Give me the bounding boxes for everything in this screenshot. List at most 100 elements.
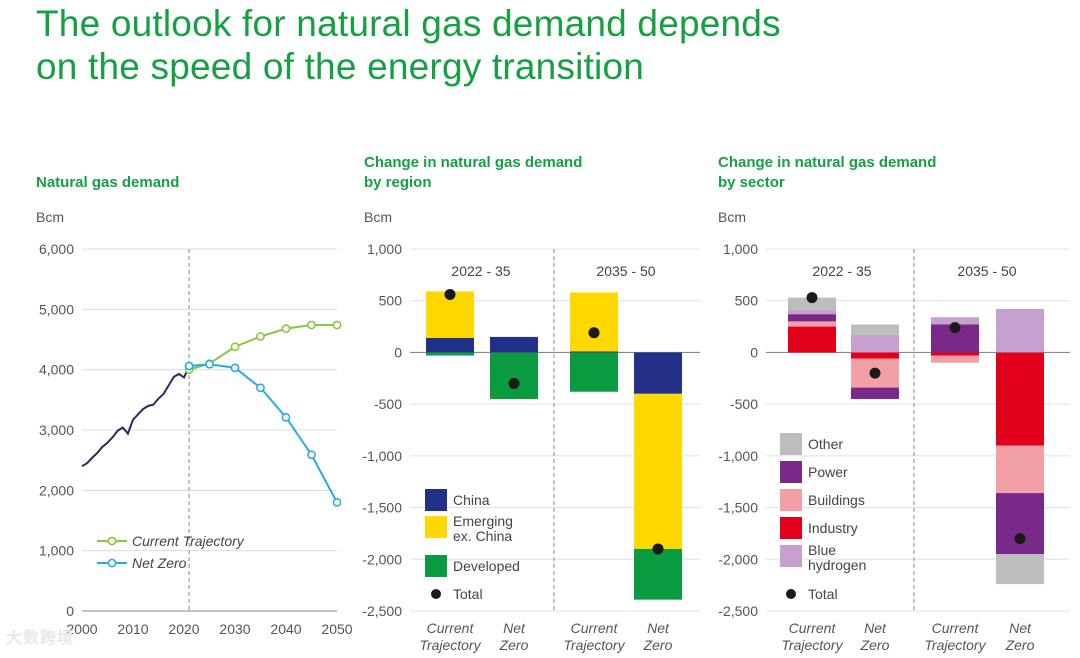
sector-category-label: Current <box>789 620 837 636</box>
sector-period-label: 2035 - 50 <box>957 263 1016 279</box>
watermark: 大数跨境 <box>6 630 75 647</box>
line-x-tick-label: 2000 <box>66 621 97 637</box>
mid-panel-title-line-1: Change in natural gas demand <box>364 154 583 171</box>
mid-unit-label: Bcm <box>364 209 392 225</box>
region-legend-total-marker <box>431 589 441 599</box>
sector-legend-total-marker <box>786 589 796 599</box>
region-category-label: Trajectory <box>563 637 625 653</box>
net-zero-point <box>281 412 291 422</box>
sector-y-tick-label: -2,000 <box>718 551 758 567</box>
region-period-label: 2022 - 35 <box>451 263 510 279</box>
sector-y-tick-label: -1,500 <box>718 500 758 516</box>
line-y-tick-label: 0 <box>66 603 74 619</box>
region-y-tick-label: -2,000 <box>362 551 402 567</box>
line-x-tick-label: 2030 <box>219 621 250 637</box>
right-unit-label: Bcm <box>718 209 746 225</box>
net-zero-point <box>307 450 316 460</box>
line-y-tick-label: 2,000 <box>39 482 74 498</box>
region-y-tick-label: -1,500 <box>362 500 402 516</box>
region-bar-segment <box>570 351 618 353</box>
sector-category-label: Net <box>864 620 887 636</box>
region-category-label: Net <box>647 620 670 636</box>
sector-y-tick-label: -1,000 <box>718 448 758 464</box>
line-y-tick-label: 6,000 <box>39 241 74 257</box>
current-trajectory-point <box>281 324 291 334</box>
sector-period-label: 2022 - 35 <box>812 263 871 279</box>
sector-bar-segment <box>851 387 899 399</box>
region-bar-segment <box>634 548 682 600</box>
region-bar-segment <box>634 352 682 394</box>
sector-category-label: Trajectory <box>781 637 843 653</box>
sector-bar-segment <box>788 314 836 322</box>
sector-total-marker <box>1014 533 1026 545</box>
line-y-tick-label: 3,000 <box>39 422 74 438</box>
left-unit-label: Bcm <box>36 209 64 225</box>
region-legend-label: ex. China <box>453 528 512 544</box>
region-category-label: Zero <box>643 637 673 653</box>
region-bar-segment <box>634 393 682 549</box>
sector-y-tick-label: 1,000 <box>723 241 758 257</box>
region-bar-segment <box>570 292 618 352</box>
sector-legend-label: Industry <box>808 520 858 536</box>
sector-total-marker <box>806 292 818 304</box>
net-zero-point <box>256 383 265 393</box>
region-y-tick-label: -2,500 <box>362 603 402 619</box>
sector-y-tick-label: 500 <box>735 293 759 309</box>
left-panel-title-line: Natural gas demand <box>36 174 180 191</box>
sector-legend-label: Total <box>808 586 838 602</box>
region-y-tick-label: -1,000 <box>362 448 402 464</box>
current-trajectory-point <box>256 332 265 341</box>
right-panel-title-line-2: by sector <box>718 174 785 191</box>
region-bar-segment <box>426 337 474 353</box>
history-series-line <box>81 365 191 468</box>
sector-category-label: Net <box>1009 620 1032 636</box>
region-legend-label: Total <box>453 586 483 602</box>
region-legend-swatch <box>425 489 447 511</box>
sector-bar-segment <box>996 445 1044 494</box>
line-y-tick-label: 1,000 <box>39 543 74 559</box>
sector-total-marker <box>869 367 881 379</box>
region-category-label: Net <box>503 620 526 636</box>
region-period-label: 2035 - 50 <box>596 263 655 279</box>
mid-panel-title: Change in natural gas demand by region <box>364 153 582 193</box>
region-legend-label: Emerging <box>453 513 513 529</box>
sector-bar-segment <box>931 317 979 325</box>
sector-bar-segment <box>931 355 979 363</box>
region-category-label: Current <box>427 620 475 636</box>
line-legend-label: Current Trajectory <box>132 533 245 549</box>
line-legend-marker <box>107 536 117 546</box>
sector-legend-swatch <box>780 461 802 483</box>
region-total-marker <box>508 377 520 389</box>
sector-bar-segment <box>788 321 836 327</box>
sector-bar-segment <box>788 326 836 353</box>
net-zero-point <box>230 363 240 373</box>
region-total-marker <box>652 543 664 555</box>
sector-legend-swatch <box>780 545 802 567</box>
region-legend-label: China <box>453 492 490 508</box>
line-x-tick-label: 2010 <box>117 621 148 637</box>
sector-legend-label: Buildings <box>808 492 865 508</box>
line-y-tick-label: 5,000 <box>39 301 74 317</box>
line-x-tick-label: 2020 <box>168 621 199 637</box>
region-category-label: Current <box>571 620 619 636</box>
sector-legend-label: hydrogen <box>808 557 866 573</box>
line-x-tick-label: 2050 <box>321 621 352 637</box>
region-y-tick-label: 0 <box>394 344 402 360</box>
line-x-tick-label: 2040 <box>270 621 301 637</box>
sector-total-marker <box>949 322 961 334</box>
sector-legend-label: Other <box>808 436 843 452</box>
sector-bar-segment <box>788 297 836 311</box>
current-trajectory-point <box>307 320 316 330</box>
net-zero-point <box>205 359 214 369</box>
region-bar-segment <box>490 352 538 399</box>
sector-y-tick-label: -2,500 <box>718 603 758 619</box>
net-zero-point <box>332 497 342 507</box>
line-legend-label: Net Zero <box>132 555 187 571</box>
net-zero-point <box>184 361 194 371</box>
line-legend-marker <box>107 558 117 568</box>
mid-panel-title-line-2: by region <box>364 174 432 191</box>
sector-legend-swatch <box>780 489 802 511</box>
region-bar-segment <box>490 336 538 353</box>
region-y-tick-label: -500 <box>374 396 402 412</box>
